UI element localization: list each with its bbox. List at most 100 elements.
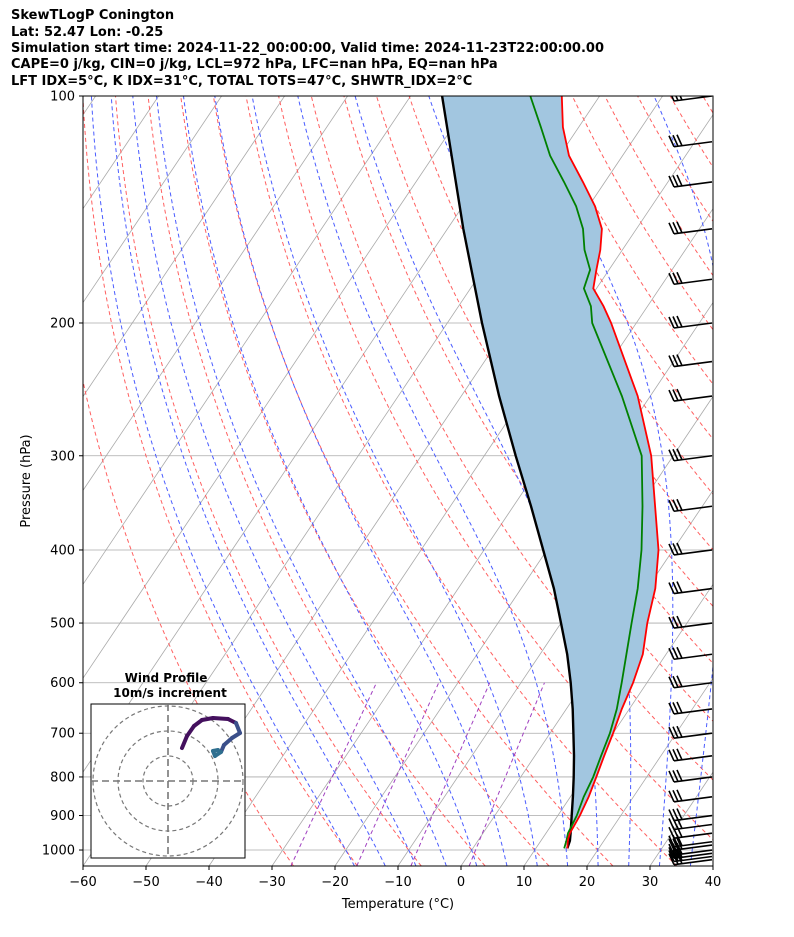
y-tick-label: 800 <box>50 770 75 785</box>
moist-adiabat <box>251 96 538 866</box>
dry-adiabat <box>115 96 422 866</box>
moist-adiabat <box>297 96 569 866</box>
isotherm-line <box>649 771 713 866</box>
x-tick-label: 20 <box>579 875 596 890</box>
moist-adiabat <box>183 96 478 866</box>
x-tick-label: −60 <box>69 875 96 890</box>
wind-barb <box>668 498 713 513</box>
y-axis-label: Pressure (hPa) <box>19 434 34 527</box>
wind-barb <box>668 174 713 188</box>
moist-adiabat <box>110 96 386 866</box>
moist-adiabat <box>525 96 674 866</box>
wind-barb <box>668 354 713 368</box>
mixing-ratio-line <box>356 682 440 866</box>
dry-adiabat <box>768 96 794 866</box>
y-tick-label: 700 <box>50 727 75 742</box>
x-tick-label: 10 <box>516 875 533 890</box>
isotherm-line <box>83 96 411 586</box>
hodograph-segment <box>211 716 230 721</box>
wind-barb <box>668 315 713 329</box>
y-tick-label: 100 <box>50 90 75 105</box>
hodograph-segment <box>211 748 220 753</box>
mixing-ratio-line <box>468 682 545 866</box>
wind-barb <box>668 789 713 803</box>
y-tick-label: 900 <box>50 809 75 824</box>
wind-barb <box>668 615 713 629</box>
inset-subtitle: 10m/s increment <box>113 686 227 700</box>
moist-adiabat <box>214 96 508 866</box>
wind-barb <box>668 134 713 148</box>
inset-title: Wind Profile <box>125 671 208 685</box>
dry-adiabat <box>180 96 550 866</box>
wind-barb <box>668 388 713 402</box>
x-tick-label: −30 <box>258 875 285 890</box>
moist-adiabat <box>90 96 355 866</box>
isotherm-line <box>83 96 348 492</box>
dry-adiabat <box>278 96 713 841</box>
y-tick-label: 600 <box>50 676 75 691</box>
chart-title-line-3: Simulation start time: 2024-11-22_00:00:… <box>11 41 604 56</box>
y-tick-label: 1000 <box>42 844 75 859</box>
wind-barb <box>668 581 713 595</box>
wind-barb <box>668 646 713 661</box>
parcel-profile-line <box>440 96 576 849</box>
wind-barb <box>668 748 713 762</box>
dry-adiabat <box>702 96 713 114</box>
dry-adiabat <box>147 96 486 866</box>
dry-adiabat <box>637 96 713 223</box>
isotherm-line <box>83 96 285 398</box>
chart-title-line-4: CAPE=0 j/kg, CIN=0 j/kg, LCL=972 hPa, LF… <box>11 57 498 72</box>
isotherm-line <box>712 865 713 866</box>
wind-barb <box>668 542 713 556</box>
dewpoint-line <box>529 96 644 849</box>
wind-barb <box>668 448 713 462</box>
wind-barb <box>668 701 713 715</box>
chart-title-line-5: LFT IDX=5°C, K IDX=31°C, TOTAL TOTS=47°C… <box>11 74 473 89</box>
isotherm-line <box>776 96 794 866</box>
moist-adiabat <box>132 96 417 866</box>
mixing-ratio-line <box>290 682 377 866</box>
wind-barb <box>668 221 713 235</box>
chart-title-line-1: SkewTLogP Conington <box>11 8 175 23</box>
dry-adiabat <box>212 96 614 866</box>
x-tick-label: −20 <box>321 875 348 890</box>
x-tick-label: −40 <box>195 875 222 890</box>
hodograph-segment <box>185 724 196 738</box>
wind-barb <box>668 271 713 286</box>
wind-barb <box>668 769 713 783</box>
dry-adiabat <box>506 96 713 440</box>
mixing-ratio-line <box>410 682 491 866</box>
dry-adiabat <box>83 378 294 866</box>
dry-adiabat <box>473 96 713 495</box>
isotherm-line <box>83 96 474 679</box>
y-tick-label: 500 <box>50 617 75 632</box>
isotherm-line <box>208 114 713 866</box>
wind-barb <box>668 808 713 822</box>
x-tick-label: 40 <box>705 875 722 890</box>
y-tick-label: 200 <box>50 316 75 331</box>
moist-adiabat <box>653 96 713 866</box>
wind-barb <box>670 96 713 102</box>
dry-adiabat <box>736 96 794 866</box>
inset-plot <box>91 704 245 858</box>
isotherm-line <box>397 395 713 866</box>
isotherm-line <box>460 489 713 866</box>
moist-adiabat <box>156 96 447 866</box>
x-tick-label: 30 <box>642 875 659 890</box>
dry-adiabat <box>83 96 358 866</box>
isotherm-line <box>83 96 96 116</box>
dry-adiabat <box>669 96 713 169</box>
cin-cape-shading <box>442 96 659 849</box>
wind-barb <box>668 675 713 689</box>
hodograph-segment <box>180 734 189 750</box>
wind-barb <box>668 852 713 866</box>
temperature-line <box>560 96 660 849</box>
moist-adiabat <box>721 96 794 866</box>
y-tick-label: 400 <box>50 543 75 558</box>
chart-title-line-2: Lat: 52.47 Lon: -0.25 <box>11 25 164 40</box>
dry-adiabat <box>245 96 678 866</box>
x-tick-label: −10 <box>384 875 411 890</box>
x-tick-label: 0 <box>457 875 465 890</box>
isotherm-line <box>83 96 222 304</box>
